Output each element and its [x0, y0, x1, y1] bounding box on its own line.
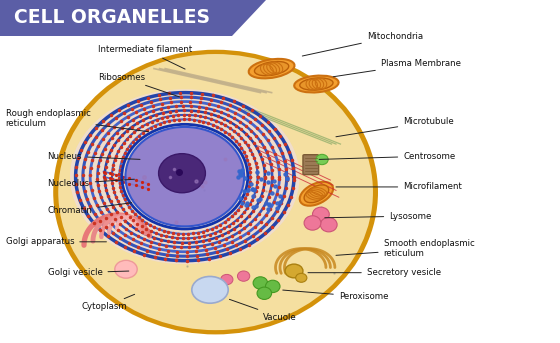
Ellipse shape	[58, 54, 373, 330]
Ellipse shape	[300, 182, 333, 206]
Text: Cytoplasm: Cytoplasm	[81, 294, 134, 311]
FancyBboxPatch shape	[0, 0, 232, 36]
FancyBboxPatch shape	[303, 155, 319, 175]
Text: Plasma Membrane: Plasma Membrane	[333, 59, 461, 77]
Ellipse shape	[249, 59, 295, 78]
Polygon shape	[232, 0, 266, 36]
Ellipse shape	[126, 127, 244, 226]
Ellipse shape	[320, 217, 337, 232]
Ellipse shape	[285, 264, 303, 278]
Ellipse shape	[70, 89, 300, 264]
Ellipse shape	[296, 273, 307, 282]
Text: Mitochondria: Mitochondria	[302, 32, 423, 56]
Text: Vacuole: Vacuole	[230, 299, 297, 322]
Ellipse shape	[53, 50, 378, 334]
Text: Secretory vesicle: Secretory vesicle	[308, 268, 441, 277]
Ellipse shape	[304, 216, 321, 230]
Text: Intermediate filament: Intermediate filament	[98, 45, 192, 69]
Text: Smooth endoplasmic
reticulum: Smooth endoplasmic reticulum	[336, 239, 474, 258]
Text: Nucleolus: Nucleolus	[48, 179, 134, 188]
Ellipse shape	[294, 75, 339, 93]
Ellipse shape	[158, 154, 206, 193]
Text: Microfilament: Microfilament	[336, 182, 462, 191]
Ellipse shape	[316, 154, 328, 165]
Text: Microtubule: Microtubule	[336, 117, 454, 137]
Ellipse shape	[115, 260, 137, 278]
Text: Ribosomes: Ribosomes	[98, 73, 179, 97]
Text: Golgi apparatus: Golgi apparatus	[6, 237, 106, 246]
Ellipse shape	[192, 276, 228, 303]
Ellipse shape	[300, 78, 333, 90]
Text: Centrosome: Centrosome	[319, 152, 455, 161]
Ellipse shape	[304, 185, 329, 203]
Ellipse shape	[253, 277, 268, 289]
Text: Chromatin: Chromatin	[48, 203, 132, 215]
Text: Golgi vesicle: Golgi vesicle	[48, 268, 129, 277]
Text: CELL ORGANELLES: CELL ORGANELLES	[14, 8, 210, 27]
Ellipse shape	[257, 287, 272, 299]
Text: Peroxisome: Peroxisome	[283, 290, 388, 301]
Text: Nucleus: Nucleus	[48, 152, 140, 161]
Text: Lysosome: Lysosome	[325, 212, 432, 221]
Ellipse shape	[265, 280, 280, 293]
Ellipse shape	[237, 271, 250, 281]
Ellipse shape	[312, 207, 329, 222]
Ellipse shape	[221, 274, 233, 285]
Text: Rough endoplasmic
reticulum: Rough endoplasmic reticulum	[6, 109, 148, 132]
Ellipse shape	[254, 61, 289, 76]
